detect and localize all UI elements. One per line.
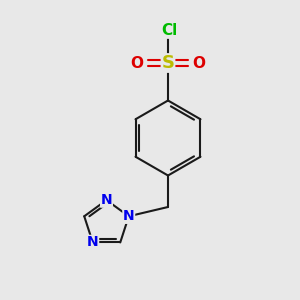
Text: Cl: Cl	[161, 23, 178, 38]
Text: N: N	[87, 236, 99, 249]
Text: S: S	[161, 54, 175, 72]
Text: N: N	[123, 209, 135, 223]
Text: N: N	[101, 193, 112, 207]
Text: O: O	[130, 56, 143, 70]
Text: O: O	[193, 56, 206, 70]
